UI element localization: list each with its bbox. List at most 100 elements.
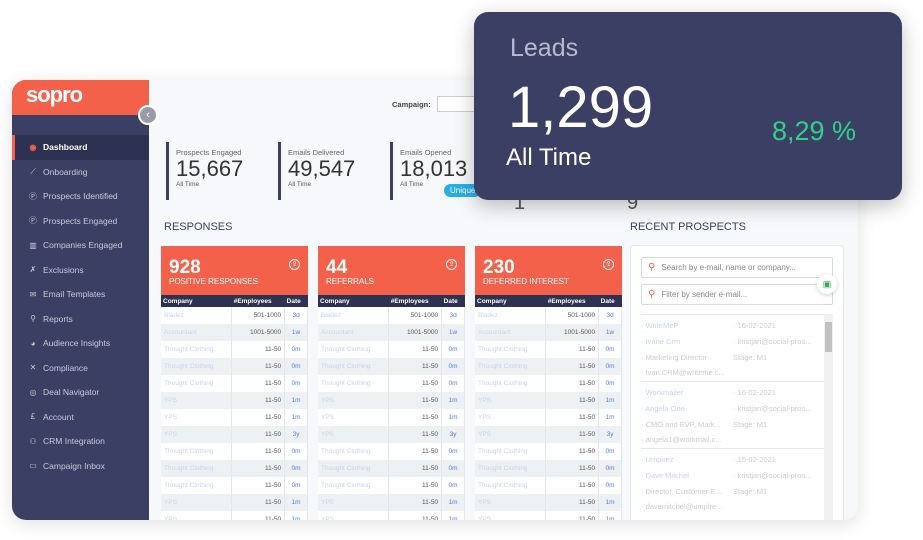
table-row[interactable]: Bladez 501-1000 3d	[475, 307, 622, 324]
company-cell[interactable]: YPS	[318, 426, 390, 443]
company-cell[interactable]: Thought Clothing	[161, 460, 233, 477]
column-header[interactable]: Date	[284, 295, 308, 307]
company-cell[interactable]: Thought Clothing	[161, 358, 233, 375]
table-row[interactable]: Thought Clothing 11-50 0m	[475, 477, 622, 494]
company-cell[interactable]: Thought Clothing	[475, 341, 547, 358]
table-row[interactable]: Thought Clothing 11-50 0m	[318, 460, 465, 477]
sidebar-item-crm-integration[interactable]: ⚇ CRM Integration	[12, 429, 149, 454]
sidebar-item-exclusions[interactable]: ✗ Exclusions	[12, 258, 149, 283]
company-cell[interactable]: YPS	[475, 392, 547, 409]
company-cell[interactable]: YPS	[161, 392, 233, 409]
table-row[interactable]: YPS 11-50 1m	[161, 392, 308, 409]
table-row[interactable]: YPS 11-50 1m	[161, 511, 308, 520]
sidebar-item-companies-engaged[interactable]: ▥ Companies Engaged	[12, 233, 149, 258]
chat-widget-button[interactable]: ▣	[817, 274, 837, 294]
prospect-item[interactable]: · WriteMeP · 16-02-2021 · Ivane Crm · krist…	[641, 314, 824, 381]
table-row[interactable]: Thought Clothing 11-50 0m	[318, 375, 465, 392]
sidebar-item-audience-insights[interactable]: ◕ Audience Insights	[12, 331, 149, 356]
sidebar-item-reports[interactable]: ⚲ Reports	[12, 307, 149, 332]
company-cell[interactable]: Thought Clothing	[161, 375, 233, 392]
table-row[interactable]: YPS 11-50 1m	[475, 511, 622, 520]
table-row[interactable]: Thought Clothing 11-50 0m	[161, 477, 308, 494]
company-cell[interactable]: Thought Clothing	[318, 358, 390, 375]
company-cell[interactable]: YPS	[318, 409, 390, 426]
company-cell[interactable]: Thought Clothing	[318, 477, 390, 494]
table-row[interactable]: Thought Clothing 11-50 0m	[475, 341, 622, 358]
company-cell[interactable]: YPS	[475, 511, 547, 520]
sidebar-item-compliance[interactable]: ✕ Compliance	[12, 356, 149, 381]
sidebar-item-deal-navigator[interactable]: ◎ Deal Navigator	[12, 380, 149, 405]
company-cell[interactable]: YPS	[318, 494, 390, 511]
table-row[interactable]: YPS 11-50 3y	[475, 426, 622, 443]
download-icon[interactable]: ⇪	[289, 259, 300, 270]
company-cell[interactable]: Thought Clothing	[475, 375, 547, 392]
table-row[interactable]: Thought Clothing 11-50 0m	[475, 460, 622, 477]
sidebar-item-account[interactable]: £ Account	[12, 405, 149, 430]
company-cell[interactable]: Accountant	[318, 324, 390, 341]
table-row[interactable]: YPS 11-50 1m	[318, 494, 465, 511]
table-row[interactable]: YPS 11-50 1m	[475, 409, 622, 426]
column-header[interactable]: Date	[598, 295, 622, 307]
company-cell[interactable]: YPS	[161, 494, 233, 511]
company-cell[interactable]: Thought Clothing	[318, 443, 390, 460]
table-row[interactable]: Thought Clothing 11-50 0m	[161, 341, 308, 358]
unique-toggle[interactable]: Unique	[444, 184, 482, 197]
prospect-item[interactable]: · Umpirez · 15-02-2021 · Dave Mitchel · kri…	[641, 448, 824, 515]
table-row[interactable]: YPS 11-50 1m	[318, 392, 465, 409]
company-cell[interactable]: Thought Clothing	[161, 477, 233, 494]
company-cell[interactable]: YPS	[318, 392, 390, 409]
table-row[interactable]: YPS 11-50 1m	[161, 409, 308, 426]
company-cell[interactable]: Thought Clothing	[161, 443, 233, 460]
company-cell[interactable]: Thought Clothing	[318, 460, 390, 477]
table-row[interactable]: YPS 11-50 3y	[161, 426, 308, 443]
company-cell[interactable]: YPS	[161, 409, 233, 426]
column-header[interactable]: #Employees	[545, 295, 599, 307]
table-row[interactable]: Thought Clothing 11-50 0m	[475, 358, 622, 375]
table-row[interactable]: Accountant 1001-5000 1w	[475, 324, 622, 341]
table-row[interactable]: YPS 11-50 1m	[318, 511, 465, 520]
table-row[interactable]: YPS 11-50 1m	[475, 494, 622, 511]
sidebar-item-dashboard[interactable]: ◉ Dashboard	[12, 135, 149, 160]
sidebar-item-campaign-inbox[interactable]: ▭ Campaign Inbox	[12, 454, 149, 479]
column-header[interactable]: Company	[161, 295, 232, 307]
table-row[interactable]: YPS 11-50 1m	[318, 409, 465, 426]
table-row[interactable]: Thought Clothing 11-50 0m	[161, 460, 308, 477]
table-row[interactable]: Thought Clothing 11-50 0m	[161, 375, 308, 392]
column-header[interactable]: Date	[441, 295, 465, 307]
sidebar-item-prospects-identified[interactable]: Ⓟ Prospects Identified	[12, 184, 149, 209]
table-row[interactable]: YPS 11-50 1m	[161, 494, 308, 511]
table-row[interactable]: Accountant 1001-5000 1w	[161, 324, 308, 341]
prospect-item[interactable]: · Workmailer · 16-02-2021 · Angela One · kr…	[641, 381, 824, 448]
company-cell[interactable]: YPS	[475, 426, 547, 443]
company-cell[interactable]: Bladez	[161, 307, 233, 324]
company-cell[interactable]: Thought Clothing	[475, 460, 547, 477]
table-row[interactable]: Thought Clothing 11-50 0m	[318, 358, 465, 375]
company-cell[interactable]: Accountant	[475, 324, 547, 341]
company-cell[interactable]: Thought Clothing	[475, 443, 547, 460]
company-cell[interactable]: Thought Clothing	[318, 341, 390, 358]
column-header[interactable]: Company	[475, 295, 546, 307]
company-cell[interactable]: Thought Clothing	[475, 477, 547, 494]
table-row[interactable]: Thought Clothing 11-50 0m	[318, 341, 465, 358]
company-cell[interactable]: Thought Clothing	[161, 341, 233, 358]
table-row[interactable]: YPS 11-50 1m	[475, 392, 622, 409]
company-cell[interactable]: YPS	[475, 409, 547, 426]
company-cell[interactable]: YPS	[161, 426, 233, 443]
table-row[interactable]: YPS 11-50 3y	[318, 426, 465, 443]
column-header[interactable]: #Employees	[231, 295, 285, 307]
download-icon[interactable]: ⇪	[446, 259, 457, 270]
sidebar-item-onboarding[interactable]: ⟋ Onboarding	[12, 160, 149, 185]
table-row[interactable]: Accountant 1001-5000 1w	[318, 324, 465, 341]
company-cell[interactable]: YPS	[318, 511, 390, 520]
company-cell[interactable]: YPS	[161, 511, 233, 520]
company-cell[interactable]: Bladez	[318, 307, 390, 324]
prospect-search-input[interactable]: ⚲ Search by e-mail, name or company...	[641, 257, 833, 278]
prospect-list-scrollbar[interactable]	[824, 314, 833, 520]
collapse-sidebar-button[interactable]: ‹	[138, 105, 158, 125]
column-header[interactable]: Company	[318, 295, 389, 307]
column-header[interactable]: #Employees	[388, 295, 442, 307]
company-cell[interactable]: Thought Clothing	[318, 375, 390, 392]
table-row[interactable]: Bladez 501-1000 3d	[318, 307, 465, 324]
table-row[interactable]: Thought Clothing 11-50 0m	[161, 443, 308, 460]
download-icon[interactable]: ⇪	[603, 259, 614, 270]
